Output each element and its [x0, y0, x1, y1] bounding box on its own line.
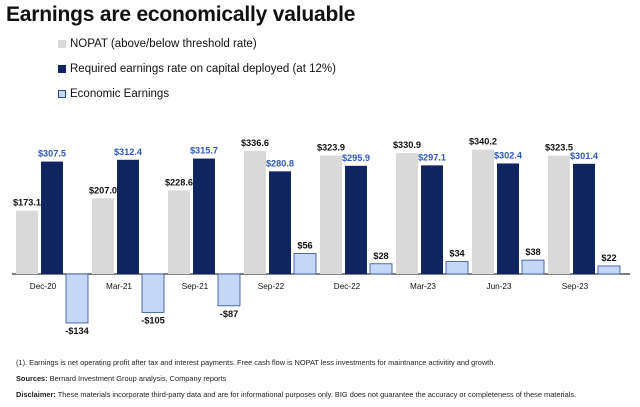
data-label-nopat-sep-21: $228.6 [165, 177, 193, 187]
x-tick-label-dec-20: Dec-20 [30, 282, 57, 291]
data-label-required-sep-21: $315.7 [190, 146, 218, 156]
disclaimer-text: These materials incorporate third-party … [55, 390, 577, 399]
data-label-nopat-mar-21: $207.0 [89, 185, 117, 195]
x-tick-label-jun-23: Jun-23 [486, 282, 511, 291]
legend-item-economic: Economic Earnings [58, 86, 336, 102]
sources-label: Sources: [16, 374, 48, 383]
data-label-required-mar-23: $297.1 [418, 152, 446, 162]
sources-text: Bernard Investment Group analysis, Compa… [47, 374, 227, 383]
bar-nopat-sep-23 [548, 155, 570, 274]
bar-required-sep-22 [269, 171, 291, 274]
chart-title: Earnings are economically valuable [6, 3, 356, 26]
data-label-economic-jun-23: $38 [525, 247, 540, 257]
data-label-required-sep-22: $280.8 [266, 158, 294, 168]
footnote-text: (1). Earnings is net operating profit af… [16, 358, 496, 367]
data-label-economic-sep-22: $56 [297, 241, 312, 251]
bar-nopat-mar-23 [396, 153, 418, 274]
bar-nopat-sep-22 [244, 150, 266, 274]
data-label-required-sep-23: $301.4 [570, 151, 599, 161]
data-label-economic-dec-20: -$134 [65, 326, 89, 336]
chart-legend: NOPAT (above/below threshold rate) Requi… [58, 36, 336, 111]
data-label-required-dec-22: $295.9 [342, 153, 370, 163]
data-label-nopat-sep-22: $336.6 [241, 138, 269, 148]
legend-label-required: Required earnings rate on capital deploy… [70, 63, 336, 75]
bar-economic-sep-23 [597, 265, 621, 275]
bar-required-dec-20 [41, 161, 63, 274]
data-label-economic-sep-21: -$87 [220, 309, 238, 319]
x-tick-label-sep-22: Sep-22 [258, 282, 285, 291]
data-label-economic-mar-23: $34 [449, 249, 465, 259]
disclaimer-line: Disclaimer: These materials incorporate … [16, 390, 576, 399]
disclaimer-label: Disclaimer: [16, 390, 56, 399]
bar-economic-mar-21 [141, 273, 165, 313]
legend-swatch-required [58, 65, 66, 73]
data-label-economic-dec-22: $28 [373, 251, 388, 261]
bar-economic-dec-22 [369, 263, 393, 275]
bar-nopat-dec-22 [320, 155, 342, 274]
legend-swatch-economic [58, 90, 66, 98]
data-label-nopat-jun-23: $340.2 [469, 137, 497, 147]
data-label-nopat-dec-20: $173.1 [13, 198, 41, 208]
data-label-required-mar-21: $312.4 [114, 147, 143, 157]
data-label-nopat-dec-22: $323.9 [317, 143, 345, 153]
data-label-nopat-mar-23: $330.9 [393, 140, 421, 150]
data-label-economic-mar-21: -$105 [141, 315, 165, 325]
legend-item-nopat: NOPAT (above/below threshold rate) [58, 36, 336, 52]
legend-item-required: Required earnings rate on capital deploy… [58, 61, 336, 77]
bar-required-jun-23 [497, 163, 519, 274]
x-tick-label-mar-21: Mar-21 [106, 282, 132, 291]
data-label-nopat-sep-23: $323.5 [545, 143, 573, 153]
data-label-economic-sep-23: $22 [601, 253, 616, 263]
bar-economic-jun-23 [521, 259, 545, 275]
data-label-required-dec-20: $307.5 [38, 149, 66, 159]
sources-line: Sources: Bernard Investment Group analys… [16, 374, 226, 383]
bar-economic-sep-22 [293, 253, 317, 275]
x-tick-label-dec-22: Dec-22 [334, 282, 361, 291]
bar-required-sep-21 [193, 158, 215, 274]
bar-economic-sep-21 [217, 273, 241, 307]
bar-nopat-dec-20 [16, 210, 38, 274]
x-tick-label-mar-23: Mar-23 [410, 282, 436, 291]
x-tick-label-sep-23: Sep-23 [562, 282, 589, 291]
bar-nopat-jun-23 [472, 149, 494, 274]
data-label-required-jun-23: $302.4 [494, 150, 523, 160]
bar-required-sep-23 [573, 163, 595, 274]
bar-nopat-sep-21 [168, 190, 190, 274]
footnote: (1). Earnings is net operating profit af… [16, 358, 495, 367]
bar-required-mar-23 [421, 165, 443, 274]
legend-label-economic: Economic Earnings [70, 88, 170, 100]
bar-required-mar-21 [117, 159, 139, 274]
legend-label-nopat: NOPAT (above/below threshold rate) [70, 38, 257, 50]
x-tick-label-sep-21: Sep-21 [182, 282, 209, 291]
bar-economic-dec-20 [65, 273, 89, 324]
bar-nopat-mar-21 [92, 198, 114, 274]
legend-swatch-nopat [58, 40, 66, 48]
bar-required-dec-22 [345, 165, 367, 274]
bar-economic-mar-23 [445, 261, 469, 275]
